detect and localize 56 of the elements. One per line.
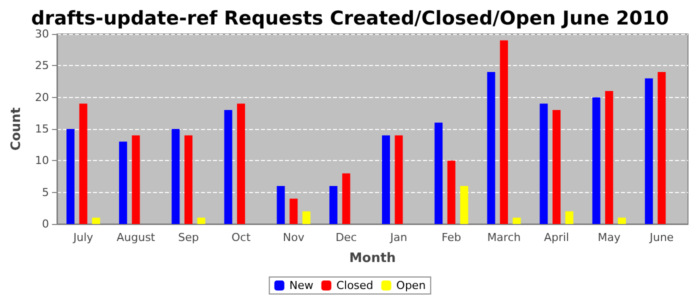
- legend-label: Closed: [336, 279, 374, 292]
- x-tick-label: Feb: [442, 231, 462, 244]
- bar: [79, 104, 88, 224]
- bar: [447, 160, 456, 224]
- bar: [434, 122, 443, 224]
- x-axis-title: Month: [349, 251, 396, 266]
- bar: [224, 110, 232, 224]
- bar: [605, 91, 614, 224]
- bar: [552, 110, 561, 224]
- bar: [618, 218, 626, 224]
- y-tick-label: 5: [42, 186, 49, 199]
- bar: [290, 198, 298, 224]
- bar: [302, 211, 310, 224]
- chart-title: drafts-update-ref Requests Created/Closed/Open June 2010: [31, 8, 669, 30]
- bar: [197, 218, 206, 224]
- bar: [342, 173, 350, 224]
- legend-label: Open: [396, 279, 426, 292]
- bar: [382, 135, 390, 224]
- bar: [237, 104, 246, 224]
- bar: [172, 129, 180, 224]
- x-tick-label: March: [487, 231, 521, 244]
- x-tick-label: August: [116, 231, 156, 244]
- bar: [329, 186, 338, 224]
- x-tick-label: Sep: [178, 231, 199, 244]
- y-tick-label: 25: [35, 59, 49, 72]
- bar: [132, 135, 140, 224]
- bar: [276, 186, 285, 224]
- x-tick-label: June: [648, 231, 674, 244]
- y-axis-title: Count: [9, 107, 24, 151]
- x-tick-label: Oct: [232, 231, 252, 244]
- bar: [540, 104, 548, 224]
- x-tick-label: July: [72, 231, 94, 244]
- bar: [66, 129, 74, 224]
- bar: [565, 211, 574, 224]
- y-tick-label: 30: [35, 28, 49, 40]
- bar: [500, 40, 508, 224]
- x-tick-label: May: [598, 231, 621, 244]
- x-tick-label: Dec: [336, 231, 357, 244]
- y-tick-label: 10: [35, 154, 49, 168]
- bar: [92, 218, 100, 224]
- bar: [487, 72, 496, 224]
- bar: [512, 218, 521, 224]
- y-tick-label: 15: [35, 122, 49, 136]
- x-tick-label: Nov: [282, 231, 305, 244]
- bar: [592, 97, 600, 224]
- y-tick-label: 0: [42, 218, 49, 230]
- y-tick-label: 20: [35, 90, 49, 104]
- bar: [644, 78, 653, 224]
- bar: [184, 135, 192, 224]
- bar: [460, 186, 468, 224]
- legend-label: New: [289, 279, 314, 292]
- x-tick-label: April: [544, 231, 570, 244]
- bar: [119, 142, 128, 224]
- bar: [394, 135, 403, 224]
- x-tick-label: Jan: [389, 231, 408, 244]
- bar: [658, 72, 666, 224]
